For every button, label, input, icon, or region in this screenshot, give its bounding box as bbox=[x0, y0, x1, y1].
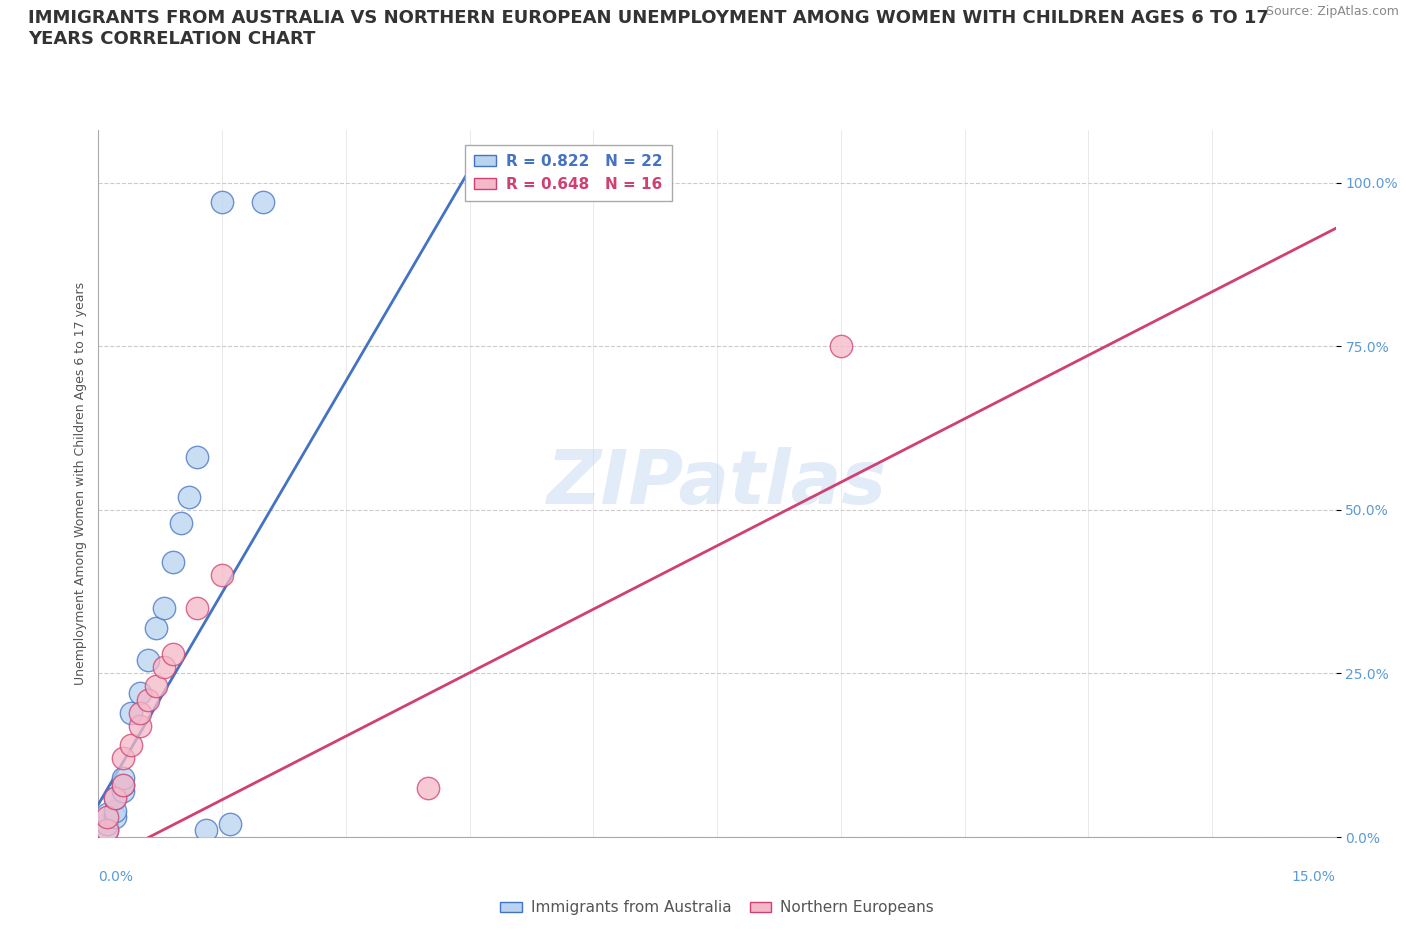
Point bbox=[112, 777, 135, 792]
Text: ZIPatlas: ZIPatlas bbox=[547, 447, 887, 520]
Point bbox=[96, 823, 118, 838]
Point bbox=[112, 777, 135, 792]
Point bbox=[96, 806, 118, 821]
Point bbox=[153, 601, 176, 616]
Point bbox=[104, 804, 127, 818]
Point bbox=[145, 679, 167, 694]
Point bbox=[211, 194, 233, 209]
Point bbox=[170, 515, 193, 530]
Point bbox=[104, 810, 127, 825]
Text: 0.0%: 0.0% bbox=[98, 870, 134, 884]
Point bbox=[104, 790, 127, 805]
Point bbox=[162, 554, 184, 569]
Text: IMMIGRANTS FROM AUSTRALIA VS NORTHERN EUROPEAN UNEMPLOYMENT AMONG WOMEN WITH CHI: IMMIGRANTS FROM AUSTRALIA VS NORTHERN EU… bbox=[28, 9, 1270, 48]
Point bbox=[145, 620, 167, 635]
Point bbox=[96, 817, 118, 831]
Point bbox=[219, 817, 242, 831]
Point bbox=[96, 810, 118, 825]
Point bbox=[120, 705, 142, 720]
Point bbox=[128, 705, 150, 720]
Legend: Immigrants from Australia, Northern Europeans: Immigrants from Australia, Northern Euro… bbox=[494, 894, 941, 922]
Point bbox=[211, 568, 233, 583]
Point bbox=[162, 646, 184, 661]
Y-axis label: Unemployment Among Women with Children Ages 6 to 17 years: Unemployment Among Women with Children A… bbox=[75, 282, 87, 685]
Text: 15.0%: 15.0% bbox=[1292, 870, 1336, 884]
Point bbox=[153, 659, 176, 674]
Point bbox=[186, 450, 208, 465]
Point bbox=[104, 790, 127, 805]
Point bbox=[179, 489, 201, 504]
Point bbox=[194, 823, 217, 838]
Text: Source: ZipAtlas.com: Source: ZipAtlas.com bbox=[1265, 5, 1399, 18]
Point bbox=[112, 771, 135, 786]
Point bbox=[112, 751, 135, 766]
Point bbox=[128, 685, 150, 700]
Point bbox=[186, 601, 208, 616]
Point bbox=[418, 780, 440, 795]
Point bbox=[120, 737, 142, 752]
Point bbox=[136, 692, 159, 707]
Point bbox=[136, 653, 159, 668]
Point bbox=[830, 339, 852, 353]
Point bbox=[96, 823, 118, 838]
Point bbox=[112, 784, 135, 799]
Point bbox=[252, 194, 274, 209]
Point bbox=[128, 718, 150, 733]
